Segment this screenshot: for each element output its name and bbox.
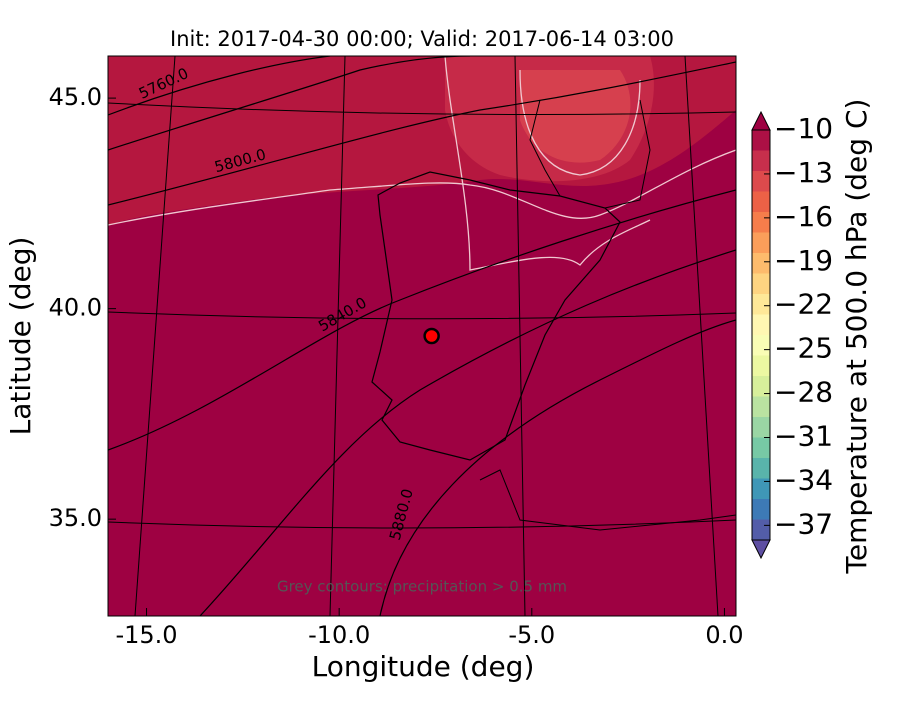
temperature-contours — [108, 56, 736, 271]
colorbar-band — [752, 253, 770, 274]
warmest-region — [520, 70, 631, 163]
colorbar-band — [752, 355, 770, 377]
colorbar-tick-label: −34 — [774, 463, 833, 496]
title: Init: 2017-04-30 00:00; Valid: 2017-06-1… — [170, 27, 674, 51]
y-tick-label: 35.0 — [49, 504, 102, 532]
colorbar-tick-label: −25 — [774, 332, 833, 365]
colorbar: −10 −13 −16 −19 −22 −25 −28 −31 −34 −37 — [751, 110, 833, 560]
plot-frame — [107, 55, 737, 617]
x-tick-label: -15.0 — [115, 621, 177, 649]
colorbar-band — [752, 458, 770, 479]
colorbar-band — [752, 314, 770, 336]
colorbar-band — [752, 396, 770, 418]
y-axis-label: Latitude (deg) — [4, 237, 37, 436]
annotation: Grey contours: precipitation > 0.5 mm — [277, 578, 567, 596]
colorbar-band — [752, 130, 770, 151]
colorbar-band — [752, 376, 770, 397]
borders — [479, 99, 736, 531]
colorbar-tick-label: −31 — [774, 420, 833, 453]
colorbar-tick-label: −22 — [774, 288, 833, 321]
x-axis-label: Longitude (deg) — [312, 650, 535, 683]
colorbar-tick-label: −37 — [774, 507, 833, 540]
colorbar-extend-bottom — [751, 539, 771, 560]
colorbar-band — [752, 519, 770, 541]
colorbar-frame — [751, 129, 771, 541]
colorbar-band — [752, 212, 770, 233]
colorbar-extend-top — [751, 110, 771, 131]
x-tick-label: -10.0 — [308, 621, 370, 649]
colorbar-band — [752, 417, 770, 438]
coastline — [371, 171, 621, 461]
y-tick-label: 45.0 — [49, 83, 102, 111]
x-tick-label: -5.0 — [508, 621, 555, 649]
colorbar-band — [752, 232, 770, 254]
colorbar-tick-label: −13 — [774, 156, 833, 189]
colorbar-band — [752, 171, 770, 192]
colorbar-tick-label: −28 — [774, 376, 833, 409]
colorbar-tick-label: −19 — [774, 244, 833, 277]
colorbar-band — [752, 478, 770, 500]
x-tick-label: 0.0 — [705, 621, 743, 649]
location-marker — [423, 327, 440, 345]
colorbar-band — [752, 437, 770, 459]
colorbar-band — [752, 335, 770, 356]
colorbar-band — [752, 150, 770, 172]
colorbar-band — [752, 273, 770, 295]
colorbar-band — [752, 191, 770, 213]
y-tick-label: 40.0 — [49, 294, 102, 322]
colorbar-tick-label: −10 — [774, 112, 833, 145]
graticule — [108, 56, 736, 616]
colorbar-tick-label: −16 — [774, 200, 833, 233]
colorbar-band — [752, 499, 770, 520]
height-contours — [108, 56, 736, 616]
colorbar-band — [752, 294, 770, 315]
colorbar-label: Temperature at 500.0 hPa (deg C) — [840, 99, 873, 575]
map: 5760.0 5800.0 5840.0 5880.0 Grey contour… — [108, 56, 736, 616]
